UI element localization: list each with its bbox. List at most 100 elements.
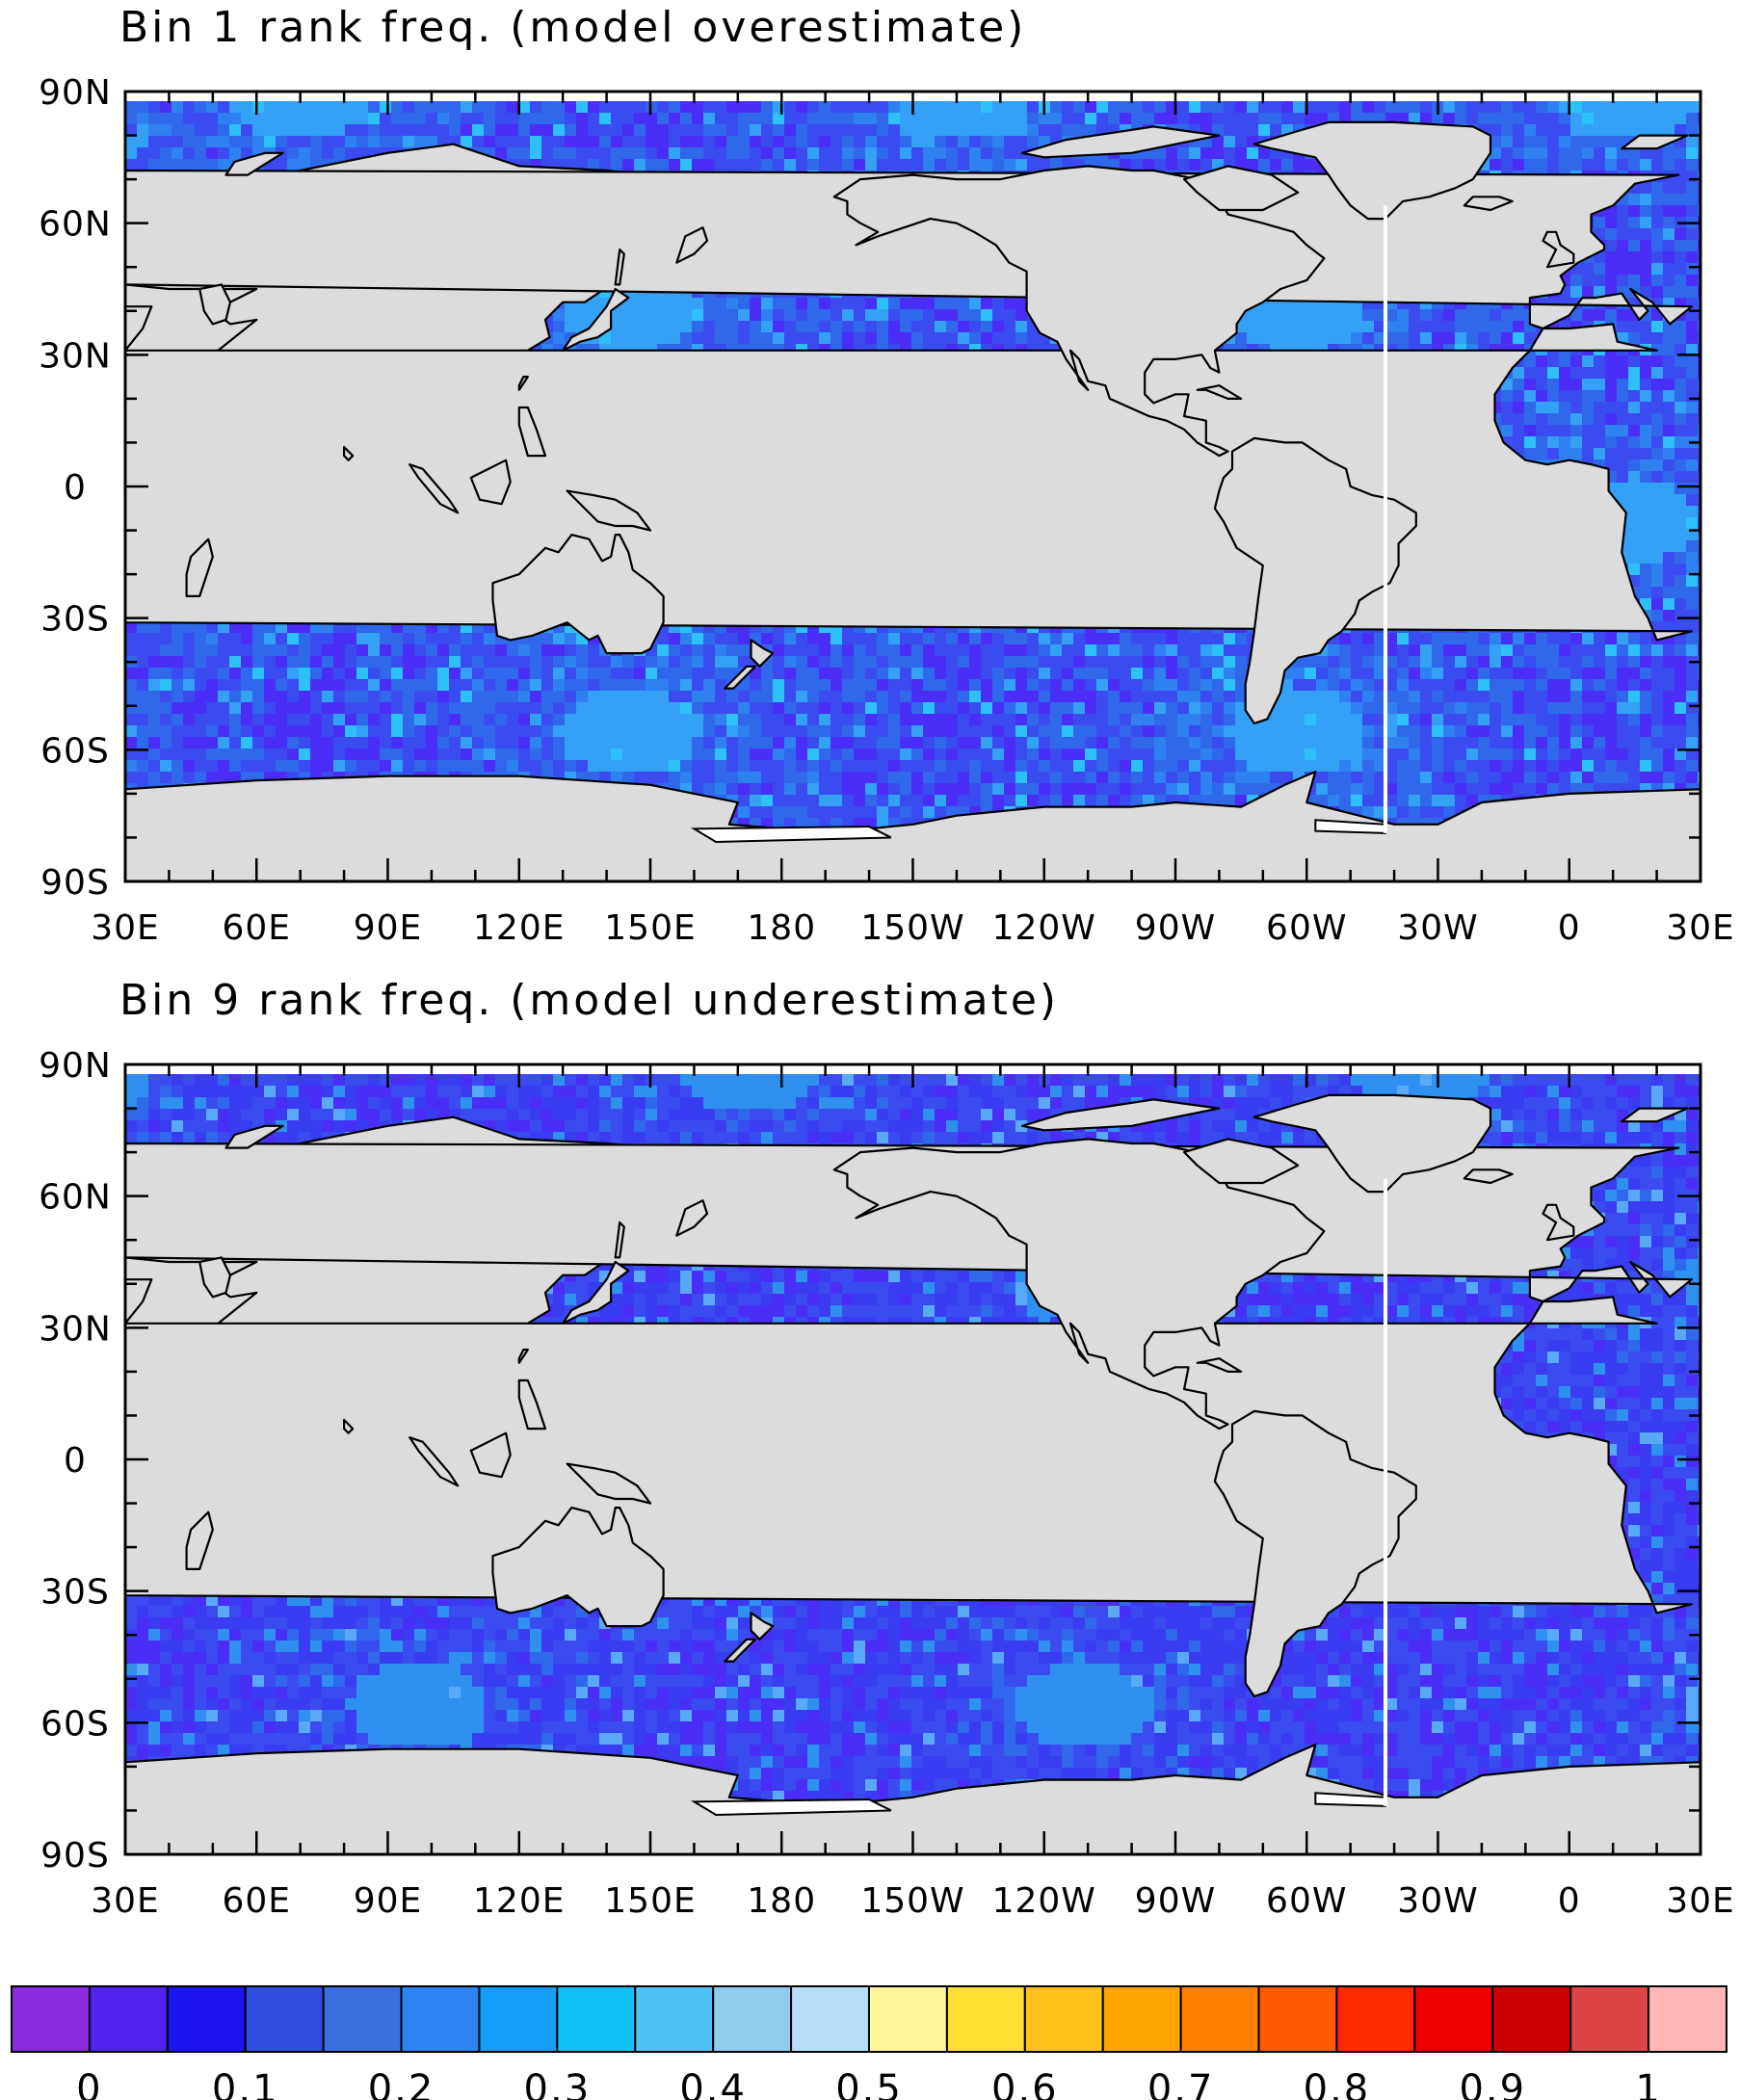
lon-tick-label: 150E [604, 908, 696, 948]
colorbar-swatch [1413, 1985, 1494, 2053]
landmass-australia [491, 1507, 665, 1628]
ross-ice-shelf [690, 1798, 892, 1817]
lon-tick-label: 90E [354, 908, 423, 948]
colorbar-label: 0 [76, 2067, 102, 2100]
map-panel-bin9: Bin 9 rank freq. (model underestimate) 30… [39, 976, 1735, 1921]
colorbar-label: 0.1 [212, 2067, 279, 2100]
colorbar-label: 0.3 [524, 2067, 592, 2100]
landmass-baffin [1183, 1138, 1300, 1185]
lon-tick-label: 120W [992, 1881, 1096, 1921]
lon-tick-label: 180 [747, 1881, 816, 1921]
landmass-borneo [469, 1431, 512, 1479]
colorbar-label: 0.2 [368, 2067, 435, 2100]
colorbar-swatch [945, 1985, 1026, 2053]
landmass-europe [125, 169, 1693, 330]
landmass-sri-lanka [343, 1418, 355, 1434]
lon-tick-label: 120E [473, 908, 565, 948]
ronne-ice-shelf [1314, 819, 1386, 834]
colorbar-swatch [244, 1985, 325, 2053]
colorbar-swatch [1335, 1985, 1416, 2053]
lon-tick-label: 60E [222, 908, 291, 948]
colorbar-swatch [88, 1985, 169, 2053]
landmass-taiwan [517, 1349, 529, 1364]
lat-tick-label: 90S [40, 1836, 110, 1876]
landmass-sakhalin [614, 1221, 625, 1259]
lon-tick-label: 30E [1666, 1881, 1735, 1921]
lat-tick-label: 30N [39, 336, 112, 376]
landmass-borneo [469, 459, 512, 506]
colorbar-label: 1 [1635, 2067, 1661, 2100]
lat-tick-label: 60N [39, 1178, 112, 1218]
lon-tick-label: 0 [1558, 1881, 1581, 1921]
colorbar: 0 0.1 0.2 0.3 0.4 0.5 0.6 0.7 0.8 0.9 1 [11, 1985, 1728, 2100]
landmass-africa-west [125, 323, 1693, 642]
landmass-japan [562, 287, 630, 352]
colorbar-swatch [166, 1985, 247, 2053]
ronne-ice-shelf [1314, 1792, 1386, 1807]
colorbar-swatch [1023, 1985, 1104, 2053]
axis-ticks [123, 90, 1702, 883]
landmass-new-guinea [566, 489, 652, 532]
colorbar-label: 0.6 [991, 2067, 1059, 2100]
ross-ice-shelf [690, 826, 892, 844]
landmass-taiwan [517, 376, 529, 391]
landmass-madagascar [185, 1510, 214, 1570]
colorbar-swatch [634, 1985, 715, 2053]
colorbar-swatch [1491, 1985, 1572, 2053]
axis-ticks [123, 1063, 1702, 1856]
lat-tick-label: 90S [40, 863, 110, 903]
lon-tick-label: 60W [1266, 908, 1347, 948]
lat-tick-label: 60S [40, 731, 110, 771]
map-field [125, 92, 1700, 881]
lat-tick-label: 90N [39, 73, 112, 113]
landmass-iceland [1463, 1168, 1514, 1185]
landmass-hokkaido-kamchatka [675, 1199, 709, 1237]
landmass-antarctica [125, 771, 1700, 881]
lat-tick-label: 0 [64, 1441, 87, 1481]
landmass-south-america [1213, 1409, 1417, 1698]
landmass-baffin [1183, 165, 1300, 212]
landmass-africa-west [125, 1296, 1693, 1614]
landmass-caspian-lake [198, 283, 232, 326]
lon-tick-label: 30E [91, 908, 160, 948]
landmass-new-zealand-n [750, 1612, 775, 1641]
lon-tick-label: 120E [473, 1881, 565, 1921]
landmass-svalbard [1621, 134, 1689, 150]
lat-tick-label: 60S [40, 1704, 110, 1744]
lon-tick-label: 30E [1666, 908, 1735, 948]
colorbar-swatch [556, 1985, 637, 2053]
colorbar-swatch [322, 1985, 403, 2053]
landmass-cuba [1196, 1357, 1243, 1373]
lat-tick-label: 30S [40, 1573, 110, 1613]
colorbar-swatch [1569, 1985, 1650, 2053]
lat-tick-label: 90N [39, 1046, 112, 1086]
landmass-caspian-lake [198, 1256, 232, 1299]
colorbar-label: 0.5 [835, 2067, 903, 2100]
lon-tick-label: 0 [1558, 908, 1581, 948]
landmass-madagascar [185, 538, 214, 597]
land-masses [125, 120, 1700, 881]
lon-tick-label: 90W [1135, 1881, 1216, 1921]
panel-title: Bin 9 rank freq. (model underestimate) [119, 976, 1059, 1025]
landmass-sumatra [409, 463, 460, 514]
lon-tick-label: 60E [222, 1881, 291, 1921]
landmass-novaya-zemlya [224, 1124, 284, 1149]
landmass-australia [491, 534, 665, 655]
map-panel-bin1: Bin 1 rank freq. (model overestimate) 30E… [39, 3, 1735, 948]
landmass-new-guinea [566, 1462, 652, 1505]
map-field [125, 1064, 1700, 1854]
lon-tick-label: 30W [1397, 908, 1478, 948]
colorbar-swatch [1179, 1985, 1260, 2053]
landmass-new-zealand-n [750, 639, 775, 668]
lat-tick-label: 60N [39, 205, 112, 245]
lon-tick-label: 30W [1397, 1881, 1478, 1921]
landmass-europe [125, 1142, 1693, 1303]
landmass-hokkaido-kamchatka [675, 226, 709, 264]
map-panels: Bin 1 rank freq. (model overestimate) 30E… [39, 3, 1735, 1921]
landmass-great-britain [1542, 1203, 1575, 1242]
colorbar-label: 0.8 [1304, 2067, 1371, 2100]
colorbar-swatch [790, 1985, 870, 2053]
landmass-north-america [832, 165, 1326, 458]
panel-title: Bin 1 rank freq. (model overestimate) [119, 3, 1026, 52]
colorbar-label: 0.7 [1147, 2067, 1215, 2100]
